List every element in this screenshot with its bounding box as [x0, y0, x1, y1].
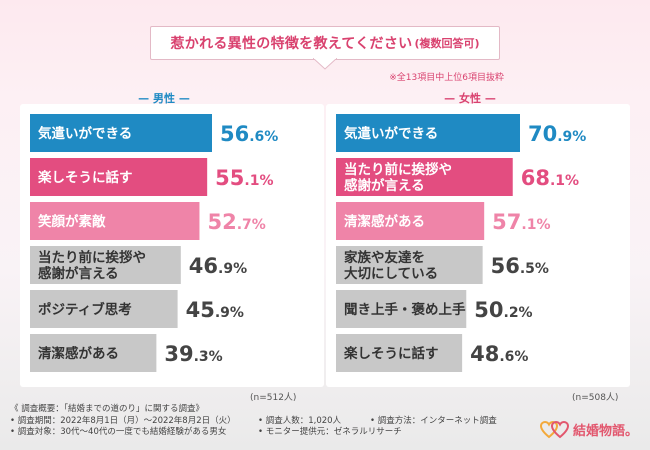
bar-value-label: 46.9% [189, 254, 247, 278]
bar-row: 笑顔が素敵 52.7% [30, 202, 266, 240]
bar-row: ポジティブ思考 45.9% [30, 290, 244, 328]
bar-value-label: 56.6% [220, 122, 278, 146]
survey-overview: 《 調査概要：「結婚までの道のり」に関する調査》 [10, 404, 204, 414]
bar-category-label: 清潔感がある [38, 345, 119, 362]
bar-category-label: 清潔感がある [344, 213, 425, 230]
logo-text: 結婚物語。 [573, 424, 639, 439]
bar-category-label: 楽しそうに話す [343, 345, 439, 362]
bar-category-label: 当たり前に挨拶や [344, 161, 452, 178]
bar-category-label: 感謝が言える [38, 265, 119, 282]
bar [30, 114, 212, 152]
bar-value-label: 48.6% [470, 342, 528, 366]
bar [30, 202, 200, 240]
chart-title-box: 惹かれる異性の特徴を教えてください (複数回答可) [150, 26, 500, 60]
hearts-icon [540, 420, 570, 438]
female-sample-size: (n=508人) [572, 393, 619, 403]
survey-footer: 《 調査概要：「結婚までの道のり」に関する調査》 • 調査期間：2022年8月1… [10, 404, 530, 439]
bar [30, 246, 181, 284]
bar-row: 楽しそうに話す 48.6% [336, 334, 528, 372]
bar-category-label: 感謝が言える [344, 177, 425, 194]
bar-value-label: 57.1% [492, 210, 550, 234]
bar-category-label: 気遣いができる [344, 125, 438, 142]
bar-category-label: 楽しそうに話す [37, 169, 133, 186]
survey-method: • 調査方法：インターネット調査 [370, 415, 497, 426]
bar-value-label: 45.9% [186, 298, 244, 322]
bar [30, 334, 157, 372]
bar [336, 158, 513, 196]
bar [336, 334, 463, 372]
chart-subtitle: (複数回答可) [414, 37, 480, 50]
female-header: — 女性 — [444, 92, 496, 105]
female-header-label: 女性 [459, 92, 481, 105]
male-chart-panel: 気遣いができる 56.6% 楽しそうに話す 55.1% 笑顔が素敵 52.7% 当たり前に挨… [20, 104, 324, 387]
bar-category-label: 家族や友達を [344, 249, 425, 266]
title-pointer [313, 58, 337, 70]
bar-value-label: 55.1% [215, 166, 273, 190]
bar-row: 清潔感がある 57.1% [336, 202, 551, 240]
bar-value-label: 68.1% [521, 166, 579, 190]
footer-row-1: • 調査期間：2022年8月1日（月）〜2022年8月2日（火） • 調査人数：… [10, 416, 530, 428]
survey-monitor: • モニター提供元：ゼネラルリサーチ [258, 427, 402, 437]
bar-row: 気遣いができる 56.6% [30, 114, 278, 152]
bar [336, 114, 520, 152]
bar-value-label: 70.9% [528, 122, 586, 146]
male-header: — 男性 — [138, 92, 190, 105]
bar [336, 290, 467, 328]
bar [336, 246, 483, 284]
chart-title: 惹かれる異性の特徴を教えてください [170, 36, 413, 52]
footer-row-2: • 調査対象：30代〜40代の一度でも結婚経験がある男女 • モニター提供元：ゼ… [10, 427, 530, 439]
bar-value-label: 50.2% [474, 298, 532, 322]
bar-row: 気遣いができる 70.9% [336, 114, 586, 152]
bar-category-label: 大切にしている [344, 265, 438, 282]
female-chart-panel: 気遣いができる 70.9% 当たり前に挨拶や 感謝が言える 68.1% 清潔感がある 57.… [326, 104, 630, 387]
male-bar-chart: 気遣いができる 56.6% 楽しそうに話す 55.1% 笑顔が素敵 52.7% 当たり前に挨… [30, 114, 278, 372]
bar [30, 290, 178, 328]
survey-people: • 調査人数：1,020人 [258, 415, 342, 426]
bar-category-label: 気遣いができる [38, 125, 132, 142]
bar-row: 聞き上手・褒め上手 50.2% [336, 290, 533, 328]
bar-category-label: 当たり前に挨拶や [38, 249, 146, 266]
bar-value-label: 52.7% [207, 210, 265, 234]
bar-category-label: 笑顔が素敵 [38, 213, 106, 230]
note-text: ※全13項目中上位6項目抜粋 [389, 73, 504, 83]
brand-logo: 結婚物語。 [540, 420, 638, 439]
bar-category-label: 聞き上手・褒め上手 [344, 301, 466, 318]
bar [30, 158, 208, 196]
survey-target: • 調査対象：30代〜40代の一度でも結婚経験がある男女 [10, 427, 227, 437]
bar-category-label: ポジティブ思考 [38, 301, 132, 318]
male-header-label: 男性 [153, 92, 175, 105]
bar [336, 202, 485, 240]
male-sample-size: (n=512人) [250, 393, 297, 403]
bar-value-label: 56.5% [491, 254, 549, 278]
bar-row: 清潔感がある 39.3% [30, 334, 223, 372]
bar-value-label: 39.3% [164, 342, 222, 366]
survey-period: • 調査期間：2022年8月1日（月）〜2022年8月2日（火） [10, 415, 236, 426]
bar-row: 楽しそうに話す 55.1% [30, 158, 274, 196]
